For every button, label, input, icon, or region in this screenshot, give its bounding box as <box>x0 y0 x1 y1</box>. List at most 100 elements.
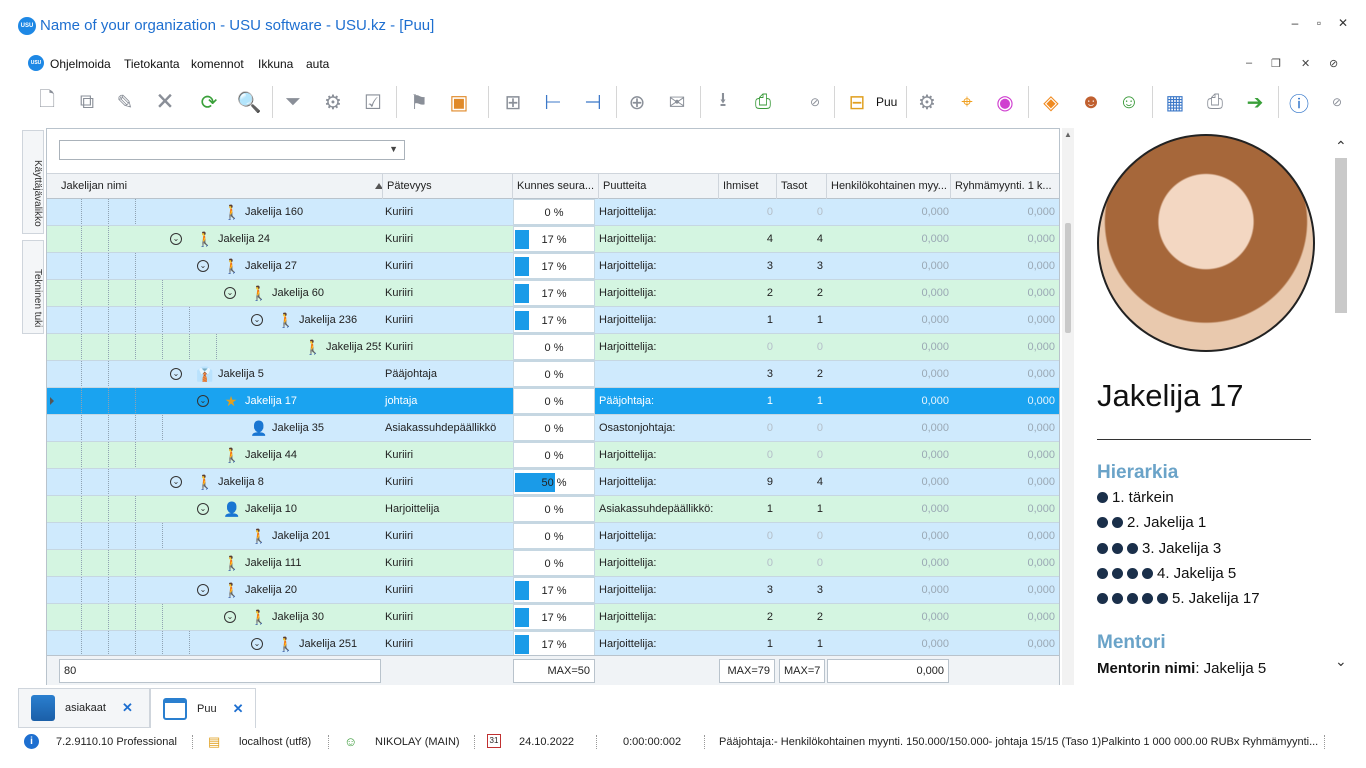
shortfalls-cell[interactable]: Osastonjohtaja: <box>599 422 676 434</box>
copy-icon[interactable]: ⧉ <box>79 90 95 113</box>
progress-cell[interactable]: 0 % <box>513 199 595 225</box>
download-icon[interactable]: ⭳ <box>719 89 727 111</box>
mdi-minimize-button[interactable]: – <box>1246 57 1253 69</box>
progress-cell[interactable]: 0 % <box>513 361 595 387</box>
menu-ikkuna[interactable]: Ikkuna <box>258 57 294 71</box>
qualification-cell[interactable]: Kuriiri <box>385 611 414 623</box>
name-cell[interactable]: ⌄ 🚶 Jakelija 30 <box>59 604 381 630</box>
notes-icon[interactable]: ✉ <box>668 91 686 114</box>
personal-sales-cell[interactable]: 0,000 <box>921 557 949 569</box>
column-header-name[interactable]: Jakelijan nimi <box>57 174 383 199</box>
name-cell[interactable]: ⌄ 🚶 Jakelija 60 <box>59 280 381 306</box>
table-row[interactable]: ⌄ 🚶 Jakelija 236 Kuriiri 17 % Harjoittelija: 1… <box>47 307 1059 334</box>
shortfalls-cell[interactable]: Asiakassuhdepäällikkö: <box>599 503 714 515</box>
group-sales-cell[interactable]: 0,000 <box>1027 206 1055 218</box>
progress-cell[interactable]: 0 % <box>513 334 595 360</box>
table-row[interactable]: ⌄ 🚶 Jakelija 24 Kuriiri 17 % Harjoittelija: 4 4… <box>47 226 1059 253</box>
levels-cell[interactable]: 2 <box>816 287 823 299</box>
shortfalls-cell[interactable]: Pääjohtaja: <box>599 395 655 407</box>
levels-cell[interactable]: 2 <box>816 368 823 380</box>
personal-sales-cell[interactable]: 0,000 <box>921 287 949 299</box>
table-row[interactable]: ⌄ 🚶 Jakelija 30 Kuriiri 17 % Harjoittelija: 2 2… <box>47 604 1059 631</box>
levels-cell[interactable]: 0 <box>816 206 823 218</box>
levels-cell[interactable]: 1 <box>816 638 823 650</box>
table-row[interactable]: ⌄ 👔 Jakelija 5 Pääjohtaja 0 % 3 2 0,000 0,000 <box>47 361 1059 388</box>
delete-icon[interactable]: 🗙 <box>157 89 173 111</box>
group-sales-cell[interactable]: 0,000 <box>1027 314 1055 326</box>
people-cell[interactable]: 0 <box>766 206 773 218</box>
grid-scrollbar-thumb[interactable] <box>1065 223 1071 333</box>
name-cell[interactable]: ⌄ 🚶 Jakelija 251 <box>59 631 381 655</box>
levels-cell[interactable]: 0 <box>816 557 823 569</box>
settings-icon[interactable]: ⚙ <box>918 91 936 114</box>
minimize-button[interactable]: – <box>1291 16 1299 30</box>
mdi-options-icon[interactable]: ⊘ <box>1329 58 1339 70</box>
personal-sales-cell[interactable]: 0,000 <box>921 233 949 245</box>
shortfalls-cell[interactable]: Harjoittelija: <box>599 449 657 461</box>
print-icon[interactable]: ⎙ <box>1207 90 1223 113</box>
detail-scrollbar[interactable]: ⌃ ⌄ <box>1332 128 1350 685</box>
table-row[interactable]: ⌄ 🚶 Jakelija 251 Kuriiri 17 % Harjoittelija: 1… <box>47 631 1059 655</box>
people-cell[interactable]: 2 <box>766 611 773 623</box>
personal-sales-cell[interactable]: 0,000 <box>921 368 949 380</box>
people-cell[interactable]: 0 <box>766 341 773 353</box>
group-sales-cell[interactable]: 0,000 <box>1027 341 1055 353</box>
close-tab-icon[interactable]: ✕ <box>121 700 133 715</box>
name-cell[interactable]: 🚶 Jakelija 44 <box>59 442 381 468</box>
shortfalls-cell[interactable] <box>599 361 717 387</box>
qualification-cell[interactable]: johtaja <box>385 395 418 407</box>
table-row[interactable]: 🚶 Jakelija 44 Kuriiri 0 % Harjoittelija: 0 0 0,… <box>47 442 1059 469</box>
personal-sales-cell[interactable]: 0,000 <box>921 341 949 353</box>
group-sales-cell[interactable]: 0,000 <box>1027 368 1055 380</box>
progress-cell[interactable]: 0 % <box>513 415 595 441</box>
group-sales-cell[interactable]: 0,000 <box>1027 584 1055 596</box>
collapse-icon[interactable]: ⌄ <box>197 395 209 407</box>
maximize-button[interactable]: ▫ <box>1316 16 1322 30</box>
column-header-group-sales[interactable]: Ryhmämyynti. 1 k... <box>955 180 1052 192</box>
levels-cell[interactable]: 0 <box>816 341 823 353</box>
table-icon[interactable]: ▦ <box>1165 91 1185 114</box>
group-sales-cell[interactable]: 0,000 <box>1027 233 1055 245</box>
people-cell[interactable]: 3 <box>766 368 773 380</box>
filter-settings-icon[interactable]: ⚙ <box>324 91 342 114</box>
table-row[interactable]: 🚶 Jakelija 111 Kuriiri 0 % Harjoittelija: 0 0 0… <box>47 550 1059 577</box>
qualification-cell[interactable]: Kuriiri <box>385 233 414 245</box>
group-sales-cell[interactable]: 0,000 <box>1027 260 1055 272</box>
levels-cell[interactable]: 4 <box>816 233 823 245</box>
personal-sales-cell[interactable]: 0,000 <box>921 476 949 488</box>
people-cell[interactable]: 4 <box>766 233 773 245</box>
close-tab-icon[interactable]: ✕ <box>232 700 244 716</box>
menu-komennot[interactable]: komennot <box>191 57 244 71</box>
mdi-restore-button[interactable]: ❐ <box>1271 58 1281 70</box>
group-sales-cell[interactable]: 0,000 <box>1027 287 1055 299</box>
group-sales-cell[interactable]: 0,000 <box>1027 611 1055 623</box>
group-sales-cell[interactable]: 0,000 <box>1027 503 1055 515</box>
collapse-icon[interactable]: ⌄ <box>170 368 182 380</box>
filter-combobox[interactable]: ▼ <box>59 140 405 160</box>
rss-icon[interactable]: ◈ <box>1043 91 1059 114</box>
people-cell[interactable]: 3 <box>766 584 773 596</box>
shortfalls-cell[interactable]: Harjoittelija: <box>599 260 657 272</box>
name-cell[interactable]: ⌄ 🚶 Jakelija 8 <box>59 469 381 495</box>
personal-sales-cell[interactable]: 0,000 <box>921 314 949 326</box>
qualification-cell[interactable]: Kuriiri <box>385 638 414 650</box>
levels-cell[interactable]: 1 <box>816 395 823 407</box>
qualification-cell[interactable]: Kuriiri <box>385 449 414 461</box>
table-row[interactable]: ⌄ 🚶 Jakelija 8 Kuriiri 50 % Harjoittelija: 9 4 0… <box>47 469 1059 496</box>
column-header-progress[interactable]: Kunnes seura... <box>513 174 599 199</box>
refresh-icon[interactable]: ⟳ <box>200 91 218 114</box>
levels-cell[interactable]: 1 <box>816 314 823 326</box>
tree-expand-icon[interactable]: ⊢ <box>544 91 562 114</box>
tree-collapse-icon[interactable]: ⊣ <box>584 91 602 114</box>
people-cell[interactable]: 1 <box>766 314 773 326</box>
shortfalls-cell[interactable]: Harjoittelija: <box>599 341 657 353</box>
group-sales-cell[interactable]: 0,000 <box>1027 395 1055 407</box>
scroll-up-icon[interactable]: ⌃ <box>1335 138 1347 154</box>
shortfalls-cell[interactable]: Harjoittelija: <box>599 233 657 245</box>
name-cell[interactable]: ⌄ 👔 Jakelija 5 <box>59 361 381 387</box>
add-column-icon[interactable]: ⊕ <box>628 91 646 114</box>
levels-cell[interactable]: 0 <box>816 530 823 542</box>
shortfalls-cell[interactable]: Harjoittelija: <box>599 584 657 596</box>
qualification-cell[interactable]: Kuriiri <box>385 530 414 542</box>
group-sales-cell[interactable]: 0,000 <box>1027 557 1055 569</box>
